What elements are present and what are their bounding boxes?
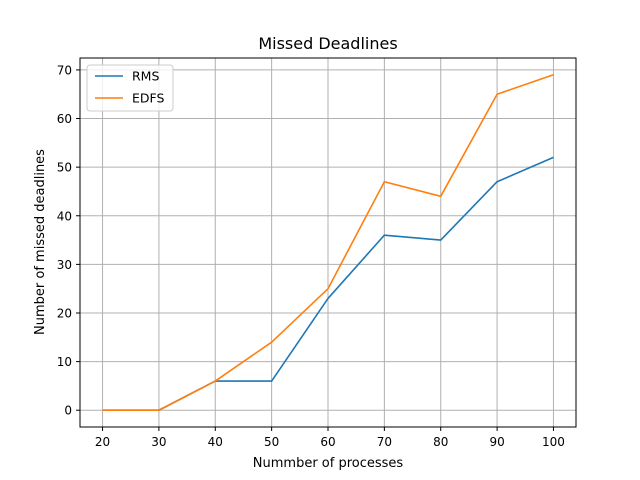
x-tick-label: 50 (264, 435, 279, 449)
legend-label-edfs: EDFS (132, 91, 164, 106)
x-tick-label: 70 (377, 435, 392, 449)
legend: RMS EDFS (86, 64, 174, 112)
y-axis-ticks: 0 10 20 30 40 50 60 70 (57, 63, 80, 418)
legend-label-rms: RMS (132, 69, 159, 84)
y-tick-label: 70 (57, 63, 72, 77)
x-tick-label: 60 (320, 435, 335, 449)
y-tick-label: 40 (57, 209, 72, 223)
y-tick-label: 0 (64, 404, 72, 418)
x-axis-label: Nummber of processes (253, 456, 404, 471)
y-axis-label: Number of missed deadlines (33, 149, 48, 335)
x-tick-label: 80 (433, 435, 448, 449)
y-tick-label: 30 (57, 258, 72, 272)
y-tick-label: 60 (57, 112, 72, 126)
x-tick-label: 40 (208, 435, 223, 449)
y-tick-label: 50 (57, 161, 72, 175)
x-axis-ticks: 20 30 40 50 60 70 80 90 100 (95, 427, 565, 449)
series-line-edfs (102, 74, 554, 412)
series-lines (102, 74, 554, 412)
grid-lines (80, 58, 576, 427)
x-tick-label: 100 (542, 435, 565, 449)
chart-title: Missed Deadlines (258, 34, 397, 53)
y-tick-label: 10 (57, 355, 72, 369)
x-tick-label: 20 (95, 435, 110, 449)
x-tick-label: 30 (151, 435, 166, 449)
y-tick-label: 20 (57, 306, 72, 320)
x-tick-label: 90 (489, 435, 504, 449)
